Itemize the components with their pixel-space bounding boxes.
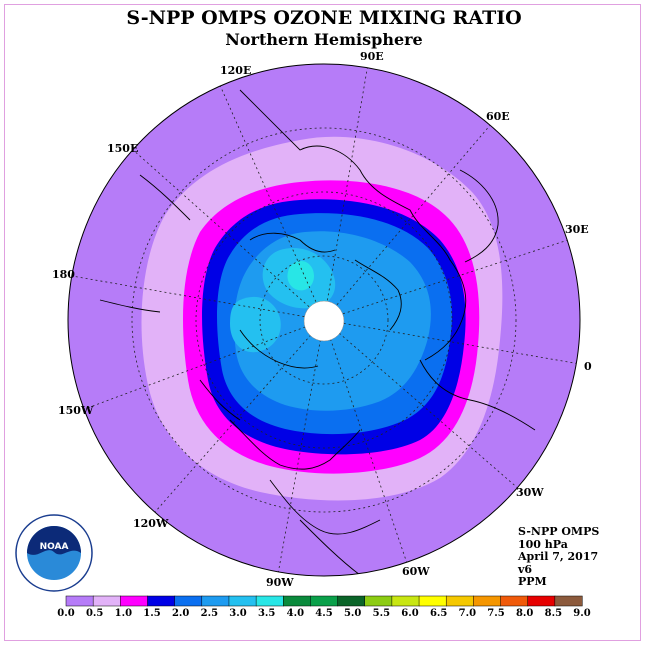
units-label: PPM — [518, 575, 547, 588]
color-scale-swatch — [120, 595, 149, 607]
map-title: S-NPP OMPS OZONE MIXING RATIO — [126, 7, 522, 29]
color-scale-swatch — [283, 595, 311, 607]
color-scale-swatch — [337, 595, 366, 607]
color-scale-tick: 7.0 — [458, 608, 477, 619]
color-scale-tick: 1.0 — [114, 608, 133, 619]
color-scale-swatch — [174, 595, 203, 607]
color-scale-tick: 5.5 — [372, 608, 391, 619]
color-scale-tick: 1.5 — [143, 608, 161, 619]
graticule — [71, 64, 580, 575]
lon-label-0: 0 — [584, 360, 592, 373]
color-scale-swatch — [364, 595, 393, 607]
lon-label-150e: 150E — [107, 142, 139, 155]
map-boundary — [67, 63, 581, 577]
noaa-logo-text: NOAA — [40, 542, 69, 552]
color-scale-swatch — [255, 595, 284, 607]
lon-label-180: 180 — [52, 268, 75, 281]
version-label: v6 — [518, 562, 533, 576]
color-scale-tick: 0.5 — [85, 608, 104, 619]
color-scale-swatch — [65, 595, 94, 607]
color-scale-swatch — [527, 595, 556, 607]
lon-label-120w: 120W — [133, 517, 169, 530]
color-scale-swatch — [391, 595, 420, 607]
color-scale-swatch — [310, 595, 339, 607]
lon-label-60e: 60E — [486, 110, 510, 123]
lon-label-30e: 30E — [565, 223, 589, 236]
color-scale-swatch — [418, 595, 447, 607]
color-scale-tick: 6.5 — [429, 608, 448, 619]
color-scale-swatch — [92, 595, 121, 607]
color-scale-swatch — [554, 595, 583, 607]
lon-label-90w: 90W — [266, 576, 294, 589]
color-scale-swatch — [147, 595, 176, 607]
color-scale-tick: 8.0 — [515, 608, 534, 619]
pole-no-data — [303, 300, 345, 342]
color-scale-tick: 3.0 — [229, 608, 247, 619]
coastlines — [99, 89, 536, 576]
color-scale-tick: 4.5 — [315, 608, 333, 619]
lon-label-60w: 60W — [402, 565, 430, 578]
figure-frame — [4, 4, 641, 641]
color-scale-swatch — [201, 595, 230, 607]
date-label: April 7, 2017 — [518, 550, 599, 563]
color-scale-tick: 2.5 — [200, 608, 219, 619]
color-scale-tick: 4.0 — [286, 608, 305, 619]
map-subtitle: Northern Hemisphere — [225, 30, 423, 49]
instrument-label: S-NPP OMPS — [518, 525, 600, 538]
lon-label-120e: 120E — [220, 64, 252, 77]
lon-label-30w: 30W — [516, 486, 544, 499]
color-scale-tick: 6.0 — [401, 608, 419, 619]
color-scale-swatch — [500, 595, 529, 607]
color-scale-swatch — [445, 595, 474, 607]
color-scale-swatch — [473, 595, 502, 607]
noaa-logo-bird-icon — [27, 526, 81, 555]
lon-label-150w: 150W — [58, 404, 94, 417]
ozone-band-6b — [230, 296, 281, 353]
color-scale-tick: 3.5 — [257, 608, 276, 619]
color-scale-tick: 9.0 — [573, 608, 591, 619]
color-scale-tick: 5.0 — [343, 608, 362, 619]
color-scale-swatch — [228, 595, 257, 607]
lon-label-90e: 90E — [360, 50, 384, 63]
metadata-block: S-NPP OMPS 100 hPa April 7, 2017 v6 PPM — [518, 525, 600, 589]
color-scale-tick: 8.5 — [544, 608, 563, 619]
pressure-level-label: 100 hPa — [518, 537, 568, 551]
color-scale-tick: 0.0 — [57, 608, 75, 619]
color-scale-tick: 2.0 — [171, 608, 190, 619]
color-scale-tick: 7.5 — [487, 608, 505, 619]
